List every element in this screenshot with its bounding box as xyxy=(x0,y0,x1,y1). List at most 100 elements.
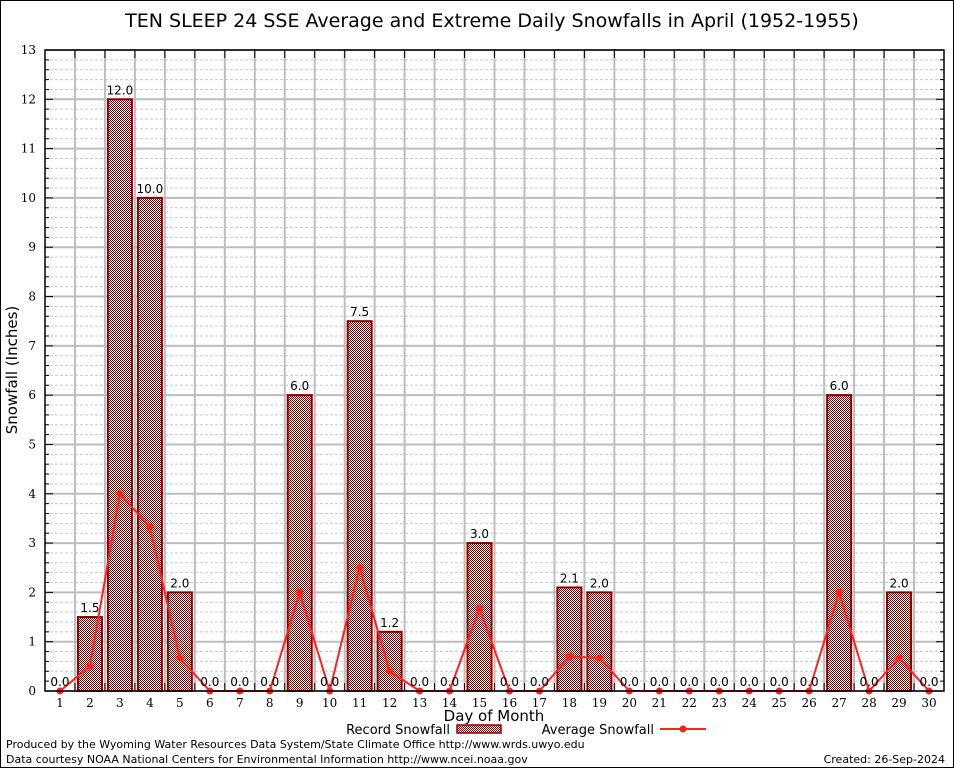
x-tick-label: 15 xyxy=(472,696,487,710)
y-tick-label: 8 xyxy=(28,290,36,304)
x-tick-label: 1 xyxy=(56,696,64,710)
average-point xyxy=(835,588,843,596)
y-tick-label: 0 xyxy=(28,684,36,698)
average-point xyxy=(565,652,573,660)
x-tick-label: 9 xyxy=(296,696,304,710)
y-tick-label: 3 xyxy=(28,536,36,550)
bar-value-label: 0.0 xyxy=(410,675,429,689)
x-tick-label: 22 xyxy=(682,696,697,710)
bar-value-label: 0.0 xyxy=(680,675,699,689)
y-tick-label: 2 xyxy=(28,585,36,599)
average-point xyxy=(176,654,184,662)
bar-value-label: 0.0 xyxy=(230,675,249,689)
y-tick-label: 7 xyxy=(28,339,36,353)
data-labels: 0.0 1.5 12.0 10.0 2.0 0.0 0.0 0.0 6.0 0.0 7.5 1.2 0.… xyxy=(50,83,938,689)
bar-value-label: 0.0 xyxy=(650,675,669,689)
average-point xyxy=(146,523,154,531)
record-bar xyxy=(76,616,103,692)
record-bar xyxy=(136,196,163,693)
average-point xyxy=(895,654,903,662)
chart-title: TEN SLEEP 24 SSE Average and Extreme Dai… xyxy=(124,10,859,32)
bar-value-label: 2.0 xyxy=(170,576,189,590)
record-bar xyxy=(286,394,313,692)
legend-label-average: Average Snowfall xyxy=(542,723,654,738)
x-tick-label: 14 xyxy=(442,696,458,710)
average-point xyxy=(296,588,304,596)
y-tick-label: 4 xyxy=(28,487,36,501)
x-tick-label: 24 xyxy=(742,696,758,710)
average-point xyxy=(356,564,364,572)
bar-value-label: 1.5 xyxy=(80,601,99,615)
x-tick-label: 5 xyxy=(176,696,184,710)
x-tick-label: 10 xyxy=(322,696,337,710)
x-tick-label: 11 xyxy=(352,696,367,710)
record-bar xyxy=(466,542,493,692)
legend: Record Snowfall Average Snowfall xyxy=(346,723,706,738)
x-tick-label: 12 xyxy=(382,696,397,710)
record-bar xyxy=(886,591,913,693)
x-tick-label: 29 xyxy=(891,696,906,710)
record-bar xyxy=(586,591,613,693)
y-tick-label: 1 xyxy=(28,635,36,649)
bar-value-label: 0.0 xyxy=(860,675,879,689)
x-tick-label: 16 xyxy=(502,696,517,710)
bar-value-label: 0.0 xyxy=(320,675,339,689)
average-point xyxy=(386,667,394,675)
bar-value-label: 0.0 xyxy=(770,675,789,689)
bar-value-label: 3.0 xyxy=(470,527,489,541)
y-tick-label: 10 xyxy=(21,191,36,205)
record-bar xyxy=(826,394,853,692)
bar-value-label: 10.0 xyxy=(137,182,164,196)
bar-value-label: 0.0 xyxy=(620,675,639,689)
x-tick-label: 27 xyxy=(831,696,846,710)
x-tick-label: 18 xyxy=(562,696,577,710)
x-tick-label: 4 xyxy=(146,696,154,710)
x-tick-label: 8 xyxy=(266,696,274,710)
legend-swatch-record xyxy=(456,724,502,734)
x-tick-label: 23 xyxy=(712,696,727,710)
x-tick-label: 20 xyxy=(622,696,637,710)
legend-marker-average xyxy=(679,725,687,733)
x-tick-label: 7 xyxy=(236,696,244,710)
bar-value-label: 0.0 xyxy=(530,675,549,689)
average-point xyxy=(86,662,94,670)
x-tick-label: 19 xyxy=(592,696,607,710)
bar-value-label: 0.0 xyxy=(440,675,459,689)
x-tick-label: 6 xyxy=(206,696,214,710)
bar-value-label: 0.0 xyxy=(200,675,219,689)
record-bar xyxy=(556,586,583,693)
y-tick-label: 13 xyxy=(21,43,36,57)
bar-value-label: 2.0 xyxy=(890,576,909,590)
bar-value-label: 1.2 xyxy=(380,616,399,630)
bar-value-label: 12.0 xyxy=(107,83,134,97)
bar-value-label: 0.0 xyxy=(500,675,519,689)
y-axis-label: Snowfall (Inches) xyxy=(3,306,21,434)
x-tick-label: 17 xyxy=(532,696,547,710)
footer-created: Created: 26-Sep-2024 xyxy=(824,753,945,766)
average-point xyxy=(595,654,603,662)
record-bar xyxy=(346,320,373,692)
bar-value-label: 0.0 xyxy=(919,675,938,689)
bar-value-label: 0.0 xyxy=(800,675,819,689)
x-axis-label: Day of Month xyxy=(444,707,545,725)
y-tick-label: 12 xyxy=(21,92,36,106)
y-tick-label: 11 xyxy=(21,142,36,156)
bar-value-label: 2.0 xyxy=(590,576,609,590)
x-tick-label: 30 xyxy=(921,696,936,710)
record-bar xyxy=(106,98,133,693)
y-tick-label: 5 xyxy=(28,437,36,451)
bar-value-label: 6.0 xyxy=(290,379,309,393)
bar-value-label: 2.1 xyxy=(560,571,579,585)
bar-value-label: 0.0 xyxy=(740,675,759,689)
y-tick-label: 6 xyxy=(28,388,36,402)
x-tick-label: 2 xyxy=(86,696,94,710)
x-tick-label: 13 xyxy=(412,696,427,710)
average-point xyxy=(476,605,484,613)
footer-data-courtesy: Data courtesy NOAA National Centers for … xyxy=(6,753,528,766)
x-tick-label: 21 xyxy=(652,696,667,710)
bar-value-label: 6.0 xyxy=(830,379,849,393)
average-point xyxy=(116,490,124,498)
bar-value-label: 0.0 xyxy=(50,675,69,689)
